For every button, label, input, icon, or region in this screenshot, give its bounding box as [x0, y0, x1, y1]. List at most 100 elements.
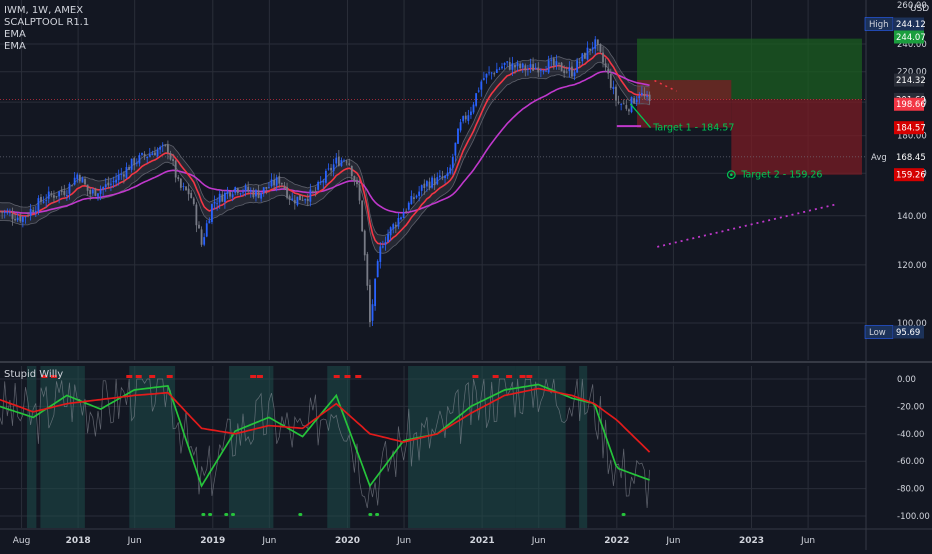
candle-body	[296, 197, 298, 205]
candle-body	[610, 74, 612, 88]
candle-body	[198, 225, 200, 229]
currency-label[interactable]: USD	[910, 4, 929, 14]
subpane-title[interactable]: Stupid Willy	[4, 369, 63, 381]
candle-body	[69, 184, 71, 194]
candle-body	[473, 105, 475, 113]
candle-body	[214, 202, 216, 203]
overbought-marker	[520, 375, 526, 378]
candle-body	[126, 167, 128, 178]
candle-body	[4, 212, 6, 213]
candle-body	[561, 63, 563, 72]
candle-body	[566, 72, 568, 73]
candle-body	[185, 187, 187, 191]
candle-body	[242, 192, 244, 193]
candle-body	[133, 158, 135, 165]
candle-body	[574, 72, 576, 76]
candle-body	[258, 190, 260, 198]
level-badge[interactable]: 244.07	[894, 31, 926, 44]
x-tick-label: 2023	[739, 536, 764, 546]
level-value-label: 159.26	[896, 171, 926, 181]
candle-body	[278, 176, 280, 183]
candle-body	[206, 223, 208, 236]
candle-body	[623, 103, 625, 104]
candle-body	[633, 98, 635, 103]
candle-body	[620, 104, 622, 105]
candle-body	[366, 254, 368, 286]
candle-body	[576, 60, 578, 72]
candle-body	[348, 163, 350, 164]
level-badge[interactable]: 184.57	[894, 121, 926, 134]
candle-body	[644, 94, 646, 96]
level-value-label: 244.12	[896, 20, 926, 30]
level-badge[interactable]: 198.66	[894, 98, 926, 111]
candle-body	[581, 53, 583, 61]
candle-body	[431, 178, 433, 188]
target-1-label: Target 1 - 184.57	[652, 123, 734, 134]
indicator-scalptool[interactable]: SCALPTOOL R1.1	[4, 17, 89, 29]
candle-body	[628, 109, 630, 111]
level-badge[interactable]: 159.26	[894, 168, 926, 181]
candle-body	[328, 169, 330, 170]
candle-body	[193, 198, 195, 204]
candle-body	[587, 48, 589, 60]
level-tag-label: High	[869, 20, 889, 30]
indicator-ema-1[interactable]: EMA	[4, 29, 89, 41]
candle-body	[144, 154, 146, 157]
candle-body	[87, 185, 89, 191]
candle-body	[203, 237, 205, 245]
level-badge[interactable]: High 244.12	[865, 18, 926, 31]
candle-body	[315, 191, 317, 192]
candle-body	[216, 203, 218, 204]
candle-body	[172, 159, 174, 161]
oversold-marker	[231, 513, 235, 516]
candle-body	[387, 234, 389, 242]
candle-body	[335, 158, 337, 164]
candle-body	[195, 205, 197, 226]
candle-body	[35, 211, 37, 213]
candle-body	[183, 186, 185, 187]
candle-body	[289, 196, 291, 200]
x-tick-label: Jun	[665, 536, 680, 546]
candle-body	[568, 67, 570, 71]
candle-body	[53, 195, 55, 198]
candle-body	[9, 212, 11, 213]
candle-body	[615, 87, 617, 101]
symbol-title[interactable]: IWM, 1W, AMEX	[4, 5, 89, 17]
candle-body	[120, 174, 122, 175]
candle-body	[6, 212, 8, 213]
candle-body	[27, 215, 29, 216]
candle-body	[227, 191, 229, 194]
oversold-marker	[375, 513, 379, 516]
candle-body	[374, 279, 376, 306]
candle-body	[37, 198, 39, 211]
overbought-marker	[493, 375, 499, 378]
candle-body	[97, 193, 99, 196]
candle-body	[405, 211, 407, 212]
candle-body	[359, 185, 361, 200]
candle-body	[511, 63, 513, 69]
candle-body	[82, 178, 84, 183]
candle-body	[190, 193, 192, 198]
level-value-label: 184.57	[896, 124, 926, 134]
candle-body	[385, 242, 387, 245]
candle-body	[118, 175, 120, 180]
candle-body	[390, 227, 392, 235]
candle-body	[543, 71, 545, 72]
indicator-ema-2[interactable]: EMA	[4, 41, 89, 53]
candle-body	[597, 39, 599, 45]
overbought-marker	[472, 375, 478, 378]
candle-body	[136, 162, 138, 163]
level-value-label: 95.69	[896, 328, 920, 338]
candle-body	[291, 198, 293, 200]
candle-body	[452, 157, 454, 168]
candle-body	[167, 145, 169, 153]
candle-body	[584, 53, 586, 59]
candle-body	[302, 200, 304, 201]
x-tick-label: Aug	[13, 536, 31, 546]
candle-body	[356, 180, 358, 184]
level-badge[interactable]: 214.32	[894, 74, 926, 87]
candle-body	[330, 168, 332, 171]
candle-body	[540, 70, 542, 71]
